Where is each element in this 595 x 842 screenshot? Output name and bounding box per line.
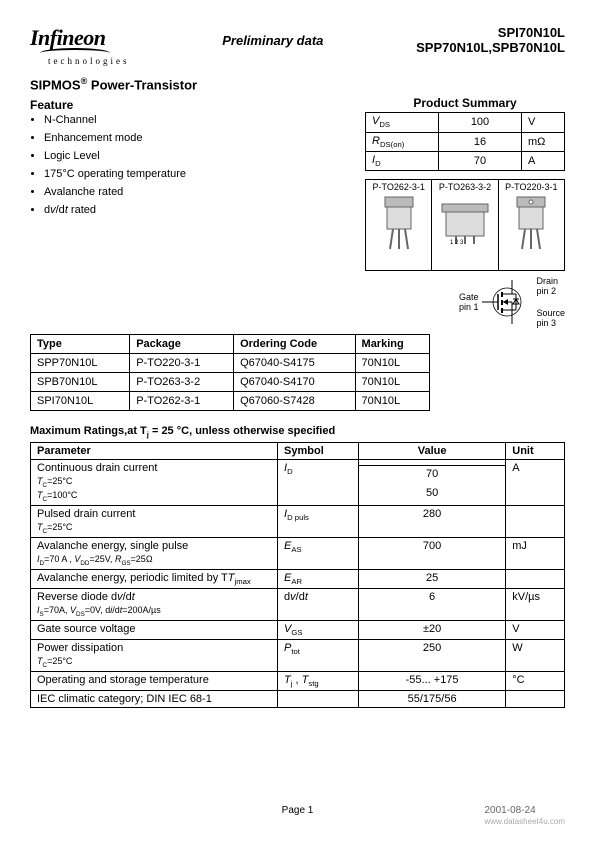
table-header-row: Parameter Symbol Value Unit [31,442,565,459]
svg-text:1 2 3: 1 2 3 [450,240,464,246]
package-images: P-TO262-3-1 P-TO263-3-2 1 2 3 P-TO220-3-… [365,179,565,271]
package-cell: P-TO262-3-1 [366,180,432,270]
top-section: Feature N-Channel Enhancement mode Logic… [30,96,565,271]
table-row: Avalanche energy, periodic limited by TT… [31,569,565,588]
summary-row: ID 70 A [366,151,565,170]
summary-block: Product Summary VDS 100 V RDS(on) 16 mΩ … [365,96,565,271]
table-row: IEC climatic category; DIN IEC 68-1 55/1… [31,690,565,707]
table-row: Operating and storage temperature Tj , T… [31,671,565,690]
type-table: Type Package Ordering Code Marking SPP70… [30,334,430,411]
package-cell: P-TO220-3-1 [499,180,564,270]
page-number: Page 1 [282,805,314,816]
table-row: Pulsed drain currentTC=25°C ID puls 280 [31,506,565,538]
footer-date: 2001-08-24 www.datasheet4u.com [485,805,566,827]
feature-item: N-Channel [44,114,345,126]
maxrat-table: Parameter Symbol Value Unit Continuous d… [30,442,565,708]
page-footer: Page 1 2001-08-24 www.datasheet4u.com [0,805,595,827]
table-row: Power dissipationTC=25°C Ptot 250 W [31,640,565,672]
part-numbers: SPI70N10L SPP70N10L,SPB70N10L [416,25,565,55]
package-icon [370,192,427,257]
package-cell: P-TO263-3-2 1 2 3 [432,180,498,270]
logo-text: Infineon [30,25,130,51]
summary-table: VDS 100 V RDS(on) 16 mΩ ID 70 A [365,112,565,171]
table-row: SPI70N10LP-TO262-3-1Q67060-S742870N10L [31,392,430,411]
preliminary-label: Preliminary data [222,33,323,48]
table-row: Avalanche energy, single pulseID=70 A , … [31,538,565,570]
feature-item: dv/dt rated [44,204,345,216]
package-icon [503,192,560,257]
pinout-diagram: Gate pin 1 Drainpin 2 Sourcepin 3 [30,277,565,329]
feature-item: Enhancement mode [44,132,345,144]
part-line-1: SPI70N10L [416,25,565,40]
features-block: Feature N-Channel Enhancement mode Logic… [30,96,345,222]
logo-subtext: technologies [48,56,130,66]
page-header: Infineon technologies Preliminary data S… [30,25,565,66]
mosfet-symbol-icon [482,280,532,325]
package-icon: 1 2 3 [436,192,493,257]
table-row: SPB70N10LP-TO263-3-2Q67040-S417070N10L [31,373,430,392]
feature-list: N-Channel Enhancement mode Logic Level 1… [30,114,345,216]
table-row: SPP70N10LP-TO220-3-1Q67040-S417570N10L [31,354,430,373]
maxrat-title: Maximum Ratings,at Tj = 25 °C, unless ot… [30,425,565,439]
summary-row: VDS 100 V [366,113,565,132]
table-header-row: Type Package Ordering Code Marking [31,335,430,354]
table-row: Reverse diode dv/dtIS=70A, VDS=0V, di/dt… [31,589,565,621]
summary-row: RDS(on) 16 mΩ [366,132,565,151]
part-line-2: SPP70N10L,SPB70N10L [416,40,565,55]
logo: Infineon technologies [30,25,130,66]
summary-title: Product Summary [365,96,565,110]
feature-item: Logic Level [44,150,345,162]
feature-item: Avalanche rated [44,186,345,198]
feature-item: 175°C operating temperature [44,168,345,180]
feature-heading: Feature [30,98,345,112]
table-row: Gate source voltage VGS ±20 V [31,620,565,639]
product-title: SIPMOS® Power-Transistor [30,76,565,92]
